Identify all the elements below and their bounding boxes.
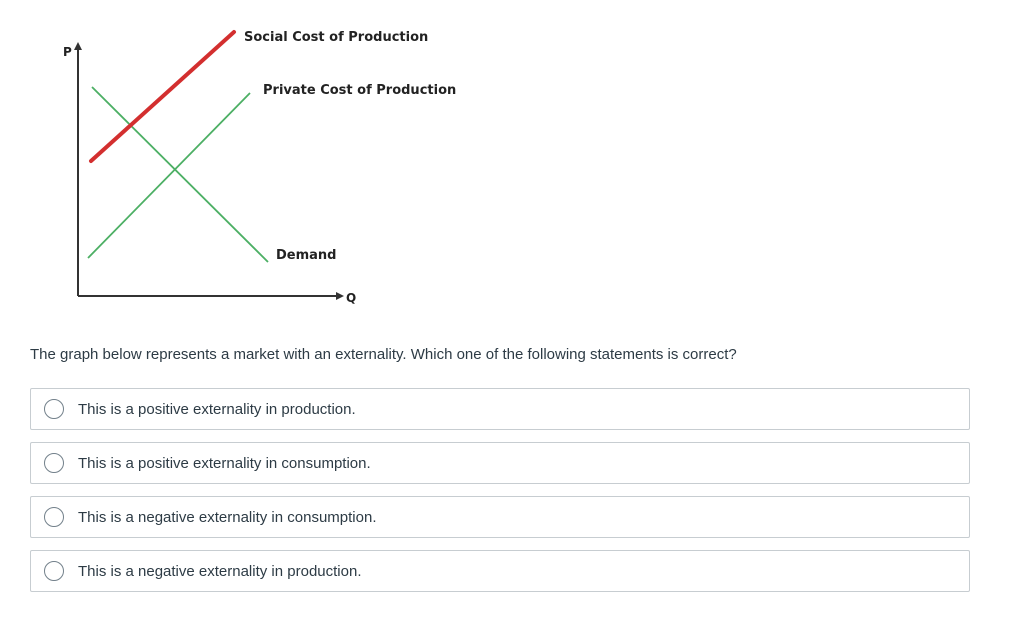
- y-axis-arrow: [74, 42, 82, 50]
- externality-graph: P Q Social Cost of Production Private Co…: [63, 30, 456, 305]
- answer-option-label: This is a positive externality in produc…: [78, 400, 356, 418]
- private-cost-label: Private Cost of Production: [263, 83, 456, 98]
- radio-button[interactable]: [44, 507, 64, 527]
- radio-button[interactable]: [44, 399, 64, 419]
- demand-curve: [91, 86, 269, 263]
- question-text: The graph below represents a market with…: [30, 346, 737, 363]
- x-axis-arrow: [336, 292, 344, 300]
- answer-option-1[interactable]: This is a positive externality in produc…: [30, 388, 970, 430]
- answer-option-3[interactable]: This is a negative externality in consum…: [30, 496, 970, 538]
- demand-label: Demand: [276, 248, 337, 263]
- answer-option-label: This is a negative externality in consum…: [78, 508, 377, 526]
- x-axis-label: Q: [346, 291, 356, 305]
- answer-option-4[interactable]: This is a negative externality in produc…: [30, 550, 970, 592]
- social-cost-curve: [89, 30, 236, 163]
- radio-button[interactable]: [44, 561, 64, 581]
- private-cost-curve: [87, 92, 251, 259]
- answer-option-2[interactable]: This is a positive externality in consum…: [30, 442, 970, 484]
- social-cost-label: Social Cost of Production: [244, 30, 428, 45]
- answer-option-label: This is a negative externality in produc…: [78, 562, 362, 580]
- answer-options: This is a positive externality in produc…: [30, 388, 970, 604]
- y-axis-label: P: [63, 45, 72, 59]
- radio-button[interactable]: [44, 453, 64, 473]
- answer-option-label: This is a positive externality in consum…: [78, 454, 371, 472]
